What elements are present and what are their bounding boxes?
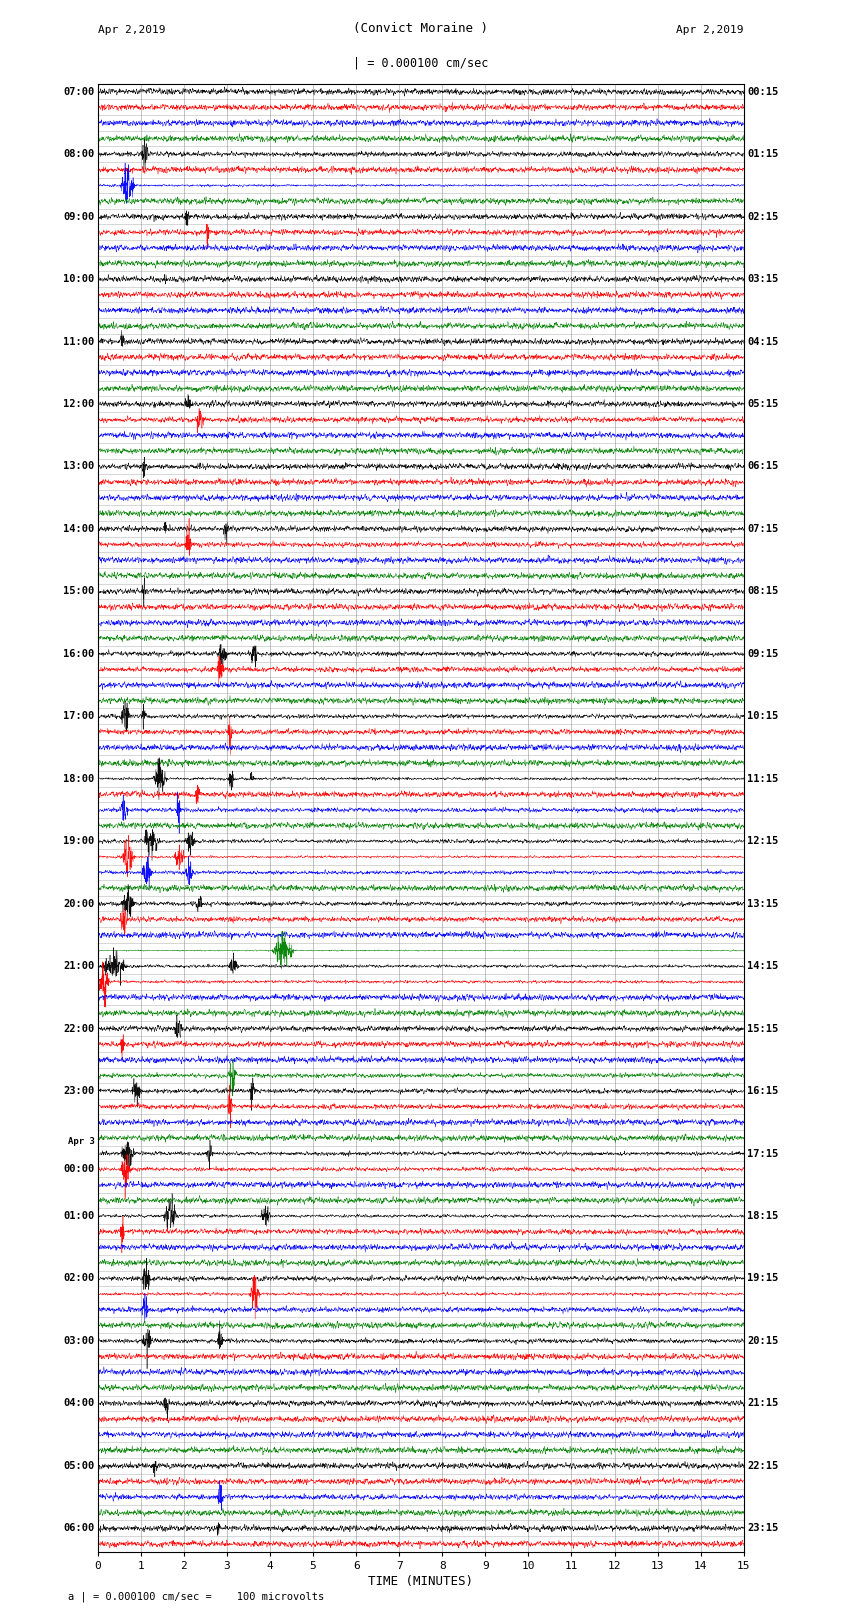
Text: 23:15: 23:15 bbox=[747, 1523, 779, 1534]
Text: | = 0.000100 cm/sec: | = 0.000100 cm/sec bbox=[353, 56, 489, 69]
Text: PDT: PDT bbox=[722, 0, 744, 3]
Text: 22:00: 22:00 bbox=[63, 1024, 94, 1034]
Text: 13:15: 13:15 bbox=[747, 898, 779, 908]
Text: 15:00: 15:00 bbox=[63, 587, 94, 597]
Text: Apr 2,2019: Apr 2,2019 bbox=[98, 26, 165, 35]
Text: 09:15: 09:15 bbox=[747, 648, 779, 658]
Text: 10:00: 10:00 bbox=[63, 274, 94, 284]
Text: 03:00: 03:00 bbox=[63, 1336, 94, 1345]
Text: 19:00: 19:00 bbox=[63, 836, 94, 847]
Text: 17:15: 17:15 bbox=[747, 1148, 779, 1158]
Text: 12:00: 12:00 bbox=[63, 398, 94, 410]
Text: 01:15: 01:15 bbox=[747, 148, 779, 160]
Text: 07:15: 07:15 bbox=[747, 524, 779, 534]
Text: 06:15: 06:15 bbox=[747, 461, 779, 471]
Text: UTC: UTC bbox=[98, 0, 119, 3]
Text: 05:15: 05:15 bbox=[747, 398, 779, 410]
Text: 00:15: 00:15 bbox=[747, 87, 779, 97]
Text: 12:15: 12:15 bbox=[747, 836, 779, 847]
Text: 16:15: 16:15 bbox=[747, 1086, 779, 1097]
Text: 21:15: 21:15 bbox=[747, 1398, 779, 1408]
Text: (Convict Moraine ): (Convict Moraine ) bbox=[354, 23, 488, 35]
Text: 01:00: 01:00 bbox=[63, 1211, 94, 1221]
Text: 07:00: 07:00 bbox=[63, 87, 94, 97]
Text: 18:00: 18:00 bbox=[63, 774, 94, 784]
Text: 14:00: 14:00 bbox=[63, 524, 94, 534]
Text: 10:15: 10:15 bbox=[747, 711, 779, 721]
Text: 20:00: 20:00 bbox=[63, 898, 94, 908]
Text: 15:15: 15:15 bbox=[747, 1024, 779, 1034]
Text: 03:15: 03:15 bbox=[747, 274, 779, 284]
Text: 08:00: 08:00 bbox=[63, 148, 94, 160]
Text: 14:15: 14:15 bbox=[747, 961, 779, 971]
Text: 08:15: 08:15 bbox=[747, 587, 779, 597]
Text: 20:15: 20:15 bbox=[747, 1336, 779, 1345]
Text: 04:15: 04:15 bbox=[747, 337, 779, 347]
Text: 09:00: 09:00 bbox=[63, 211, 94, 221]
Text: 02:00: 02:00 bbox=[63, 1273, 94, 1284]
X-axis label: TIME (MINUTES): TIME (MINUTES) bbox=[368, 1574, 473, 1587]
Text: 02:15: 02:15 bbox=[747, 211, 779, 221]
Text: Apr 3: Apr 3 bbox=[68, 1137, 94, 1145]
Text: 05:00: 05:00 bbox=[63, 1461, 94, 1471]
Text: MCO EHZ NC: MCO EHZ NC bbox=[379, 0, 462, 3]
Text: 13:00: 13:00 bbox=[63, 461, 94, 471]
Text: 11:00: 11:00 bbox=[63, 337, 94, 347]
Text: 06:00: 06:00 bbox=[63, 1523, 94, 1534]
Text: 16:00: 16:00 bbox=[63, 648, 94, 658]
Text: 04:00: 04:00 bbox=[63, 1398, 94, 1408]
Text: 23:00: 23:00 bbox=[63, 1086, 94, 1097]
Text: 21:00: 21:00 bbox=[63, 961, 94, 971]
Text: 18:15: 18:15 bbox=[747, 1211, 779, 1221]
Text: 17:00: 17:00 bbox=[63, 711, 94, 721]
Text: Apr 2,2019: Apr 2,2019 bbox=[677, 26, 744, 35]
Text: 19:15: 19:15 bbox=[747, 1273, 779, 1284]
Text: 00:00: 00:00 bbox=[63, 1165, 94, 1174]
Text: a | = 0.000100 cm/sec =    100 microvolts: a | = 0.000100 cm/sec = 100 microvolts bbox=[68, 1590, 324, 1602]
Text: 22:15: 22:15 bbox=[747, 1461, 779, 1471]
Text: 11:15: 11:15 bbox=[747, 774, 779, 784]
